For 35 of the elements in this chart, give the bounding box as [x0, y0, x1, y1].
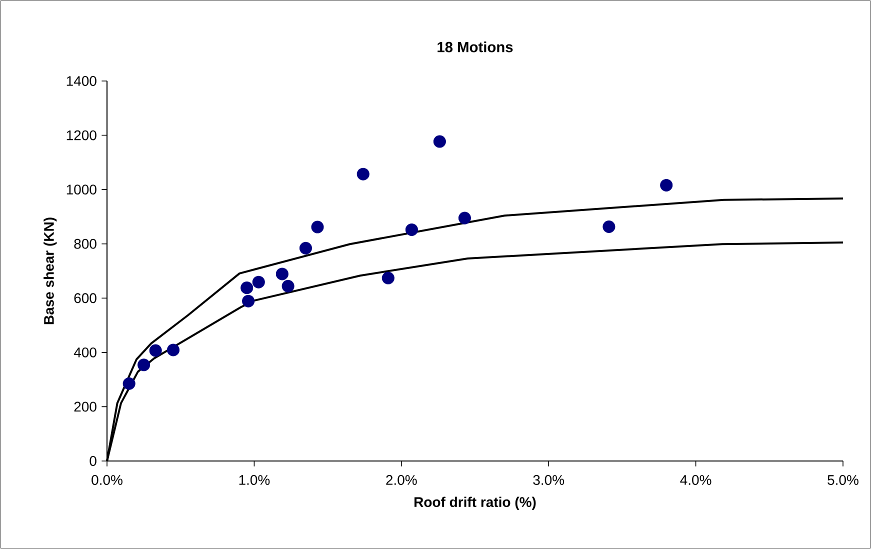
chart-title: 18 Motions: [438, 42, 513, 52]
point: [242, 294, 255, 308]
point: [311, 220, 324, 234]
y-tick-label: 1400: [66, 76, 96, 86]
x-tick-label: 2.0%: [386, 475, 417, 485]
y-tick-label: 0: [90, 456, 96, 466]
y-tick-label: 1200: [66, 130, 96, 140]
point: [122, 377, 136, 390]
point: [276, 268, 288, 280]
y-axis-title: Base shear (KN): [44, 218, 57, 324]
point: [282, 280, 294, 292]
point: [458, 212, 471, 224]
x-tick-label: 5.0%: [828, 475, 858, 485]
point: [166, 344, 180, 356]
x-axis-title: Roof drift ratio (%): [414, 496, 536, 510]
point: [433, 135, 446, 148]
point: [138, 358, 150, 372]
y-tick-label: 400: [74, 347, 96, 358]
x-tick-label: 3.0%: [533, 475, 564, 485]
point: [660, 178, 673, 192]
point: [252, 276, 265, 288]
point: [299, 242, 312, 254]
x-tick-label: 0.0%: [92, 475, 122, 485]
point: [149, 344, 162, 357]
point: [240, 282, 254, 294]
x-tick-label: 1.0%: [239, 475, 270, 485]
point: [602, 220, 616, 234]
x-tick-label: 4.0%: [680, 475, 712, 485]
y-tick-label: 1000: [66, 184, 96, 195]
y-tick-label: 600: [74, 293, 96, 304]
point: [356, 168, 370, 180]
point: [382, 272, 394, 284]
y-tick-label: 200: [74, 402, 96, 412]
point: [405, 223, 418, 236]
y-tick-label: 800: [74, 238, 96, 249]
